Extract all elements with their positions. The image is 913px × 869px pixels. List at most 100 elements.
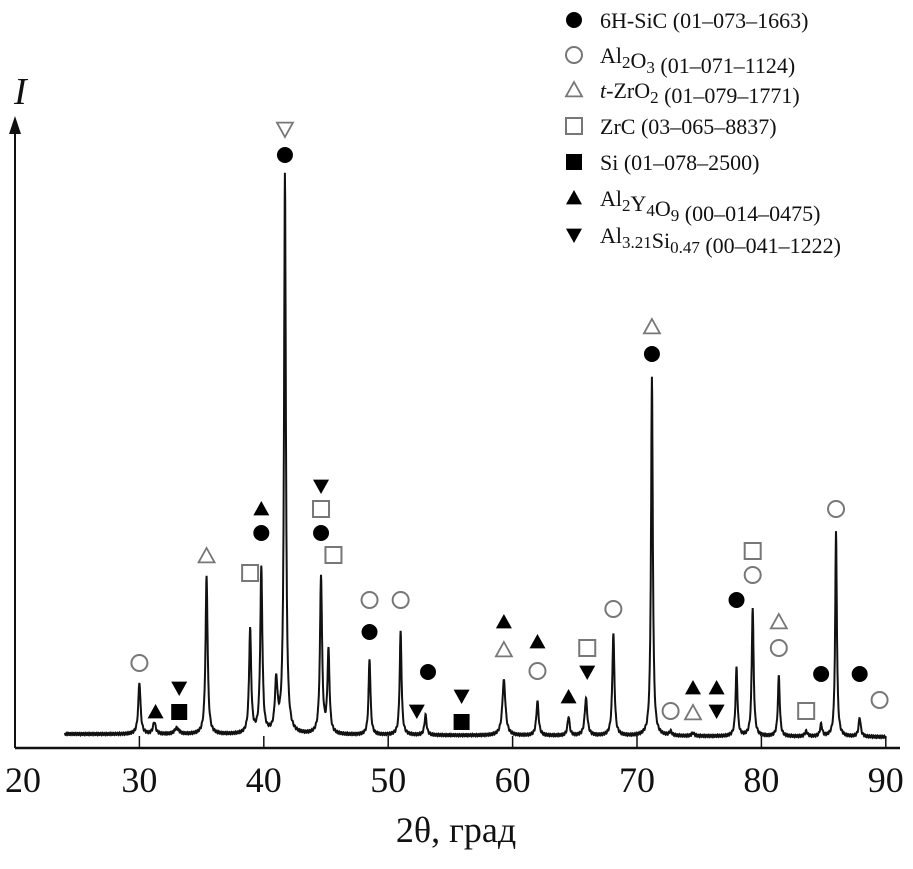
filled-circle-marker <box>420 664 437 680</box>
xrd-pattern-line <box>63 172 887 740</box>
open-triangle-marker <box>564 80 584 98</box>
filled-circle-marker <box>813 666 830 682</box>
legend-card-number: (01–071–1124) <box>655 53 795 78</box>
legend-label-subscript: 2 <box>650 88 659 107</box>
filled-triangle-down-marker <box>708 704 725 719</box>
legend-label-subscript: 2 <box>622 196 631 215</box>
filled-circle-marker <box>313 525 330 541</box>
x-tick-label: 80 <box>743 760 779 800</box>
x-tick-label: 70 <box>619 760 655 800</box>
x-tick-label: 60 <box>495 760 531 800</box>
legend-label-subscript: 4 <box>646 201 655 220</box>
open-circle-marker <box>661 702 680 720</box>
open-circle-marker <box>870 691 889 709</box>
legend-card-number: (00–014–0475) <box>679 201 820 226</box>
filled-circle-marker <box>728 592 745 608</box>
legend-card-number: (01–079–1771) <box>659 83 800 108</box>
open-square-marker <box>578 639 597 657</box>
legend-item-al2y4o9: Al2Y4O9 (00–014–0475) <box>566 186 820 226</box>
filled-triangle-marker <box>253 501 270 516</box>
filled-circle-marker <box>361 624 378 640</box>
legend-item-alsi: Al3.21Si0.47 (00–041–1222) <box>566 223 841 258</box>
legend-label: Al2Y4O9 (00–014–0475) <box>600 186 820 226</box>
legend-item-sic: 6H-SiC (01–073–1663) <box>566 8 808 33</box>
open-square-marker <box>565 117 583 135</box>
peak-markers <box>130 121 889 730</box>
filled-circle-marker <box>566 12 582 28</box>
open-triangle-down-marker <box>275 121 295 139</box>
legend-item-al2o3: Al2O3 (01–071–1124) <box>565 43 795 78</box>
legend-label-part: ZrC <box>600 114 635 139</box>
filled-circle-marker <box>276 147 293 163</box>
legend-label-subscript: 2 <box>622 53 631 72</box>
open-triangle-marker <box>197 546 217 564</box>
open-square-marker <box>241 564 260 582</box>
legend-label-part: Si <box>600 150 618 175</box>
legend-item-zro2: t-ZrO2 (01–079–1771) <box>564 78 800 108</box>
legend: 6H-SiC (01–073–1663)Al2O3 (01–071–1124)t… <box>564 8 841 258</box>
open-circle-marker <box>604 600 623 618</box>
legend-card-number: (03–065–8837) <box>635 114 776 139</box>
legend-label-part: Al <box>600 43 622 68</box>
x-ticks: 20 30 40 50 60 70 80 90 <box>5 736 904 800</box>
x-tick-label: 30 <box>121 760 157 800</box>
legend-label-subscript: 3.21 <box>622 233 652 252</box>
filled-triangle-marker <box>560 689 577 704</box>
filled-triangle-down-marker <box>566 228 582 243</box>
legend-item-zrc: ZrC (03–065–8837) <box>565 114 777 139</box>
filled-square-marker <box>453 714 470 730</box>
open-triangle-marker <box>494 640 514 658</box>
filled-triangle-marker <box>495 614 512 629</box>
x-axis-label: 2θ, град <box>396 810 516 850</box>
legend-card-number: (01–073–1663) <box>667 8 808 33</box>
legend-label-part: O <box>655 196 671 221</box>
filled-triangle-marker <box>529 634 546 649</box>
x-tick-label: 40 <box>246 760 282 800</box>
legend-label: t-ZrO2 (01–079–1771) <box>600 78 800 108</box>
open-circle-marker <box>743 566 762 584</box>
filled-triangle-marker <box>147 704 164 719</box>
legend-label-part: O <box>631 48 647 73</box>
x-tick-label: 90 <box>868 760 904 800</box>
open-square-marker <box>324 546 343 564</box>
filled-triangle-marker <box>708 680 725 695</box>
legend-label-part: t <box>600 78 607 103</box>
open-circle-marker <box>391 591 410 609</box>
open-circle-marker <box>130 654 149 672</box>
y-axis-arrow <box>9 116 21 134</box>
filled-triangle-down-marker <box>171 681 188 696</box>
open-square-marker <box>743 542 762 560</box>
open-circle-marker <box>769 639 788 657</box>
axes <box>9 116 900 750</box>
filled-triangle-down-marker <box>579 665 596 680</box>
open-triangle-marker <box>683 703 703 721</box>
y-axis-label: I <box>13 71 29 113</box>
filled-square-marker <box>566 154 582 170</box>
legend-label: ZrC (03–065–8837) <box>600 114 777 139</box>
legend-label: 6H-SiC (01–073–1663) <box>600 8 808 33</box>
x-tick-label: 50 <box>370 760 406 800</box>
x-tick-label: 20 <box>5 760 41 800</box>
filled-circle-marker <box>643 346 660 362</box>
open-circle-marker <box>528 662 547 680</box>
open-circle-marker <box>827 500 846 518</box>
legend-label: Al2O3 (01–071–1124) <box>600 43 795 78</box>
filled-triangle-down-marker <box>408 704 425 719</box>
filled-triangle-marker <box>684 680 701 695</box>
legend-label-subscript: 3 <box>646 58 655 77</box>
legend-label-part: Y <box>631 191 647 216</box>
legend-label-subscript: 0.47 <box>670 238 700 257</box>
open-triangle-marker <box>642 317 662 335</box>
filled-circle-marker <box>851 666 868 682</box>
legend-label-part: -ZrO <box>606 78 650 103</box>
filled-triangle-marker <box>566 190 582 205</box>
legend-label-part: Al <box>600 223 622 248</box>
legend-label-part: Al <box>600 186 622 211</box>
open-square-marker <box>797 702 816 720</box>
filled-triangle-down-marker <box>313 479 330 494</box>
legend-card-number: (00–041–1222) <box>700 233 841 258</box>
open-square-marker <box>312 500 331 518</box>
filled-square-marker <box>171 704 188 720</box>
legend-label-part: 6H-SiC <box>600 8 667 33</box>
